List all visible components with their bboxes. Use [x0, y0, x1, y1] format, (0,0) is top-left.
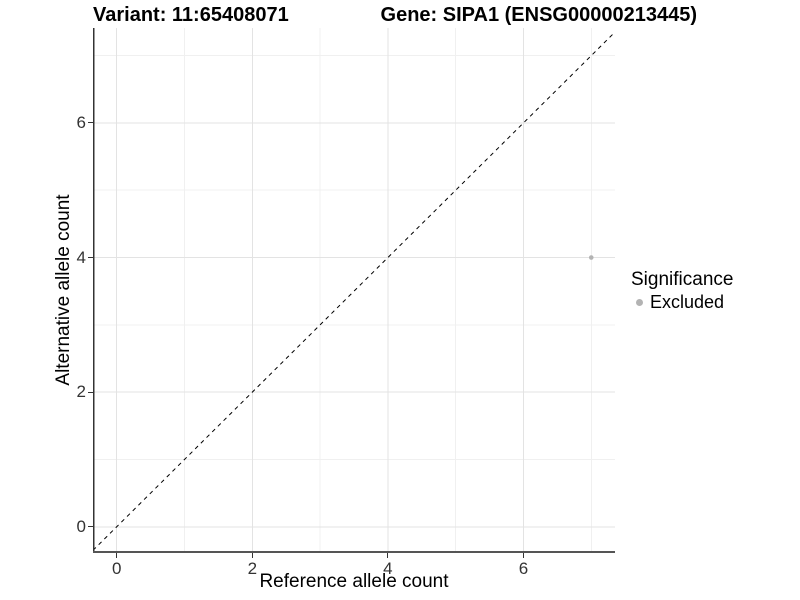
- x-tick-mark: [387, 553, 389, 558]
- plot-title-gene: Gene: SIPA1 (ENSG00000213445): [380, 4, 697, 26]
- y-tick-mark: [88, 122, 93, 124]
- plot-panel: [93, 28, 615, 553]
- legend-entry-label: Excluded: [650, 292, 725, 312]
- y-tick-label: 6: [76, 112, 86, 132]
- legend-title: Significance: [631, 269, 734, 290]
- y-tick-mark: [88, 526, 93, 528]
- y-tick-mark: [88, 391, 93, 393]
- y-tick-mark: [88, 257, 93, 259]
- plot-canvas: [93, 28, 615, 553]
- data-point: [588, 255, 594, 260]
- x-tick-mark: [522, 553, 524, 558]
- y-tick-label: 0: [76, 516, 86, 536]
- x-axis-title: Reference allele count: [259, 571, 449, 592]
- legend: Significance Excluded: [631, 268, 733, 313]
- plot-title: Variant: 11:65408071 Gene: SIPA1 (ENSG00…: [93, 3, 697, 27]
- legend-entry-excluded: Excluded: [631, 292, 733, 313]
- y-tick-label: 2: [76, 382, 86, 402]
- y-axis-title: Alternative allele count: [53, 194, 74, 386]
- x-tick-label: 6: [518, 559, 529, 578]
- x-tick-label: 2: [247, 559, 258, 578]
- x-tick-mark: [251, 553, 253, 558]
- plot-title-variant: Variant: 11:65408071: [93, 4, 289, 26]
- x-tick-label: 0: [111, 559, 122, 578]
- legend-point-icon: [636, 299, 643, 306]
- y-tick-label: 4: [76, 247, 86, 267]
- x-tick-label: 4: [383, 559, 393, 578]
- x-tick-mark: [116, 553, 118, 558]
